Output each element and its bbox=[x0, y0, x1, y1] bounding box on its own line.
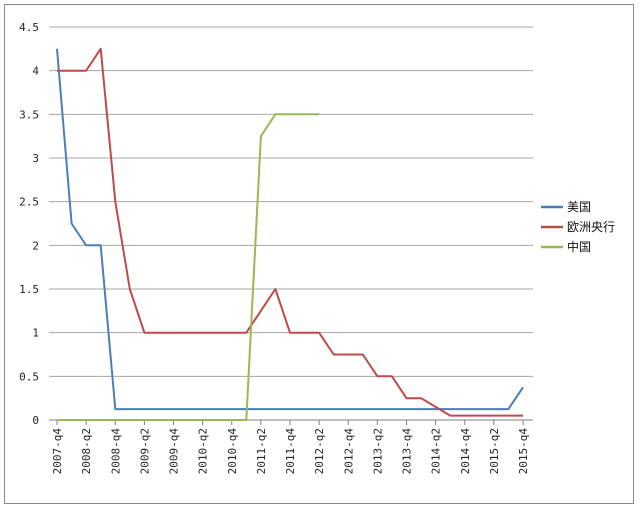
series-lines bbox=[56, 47, 524, 421]
x-tick-label: 2009-q4 bbox=[168, 428, 181, 475]
y-tick-label: 3 bbox=[32, 152, 39, 165]
x-tick-label: 2013-q2 bbox=[371, 428, 384, 474]
x-tick-label: 2013-q4 bbox=[401, 428, 414, 475]
x-tick-label: 2008-q2 bbox=[80, 428, 93, 474]
gridlines bbox=[49, 26, 533, 421]
y-tick-label: 2 bbox=[32, 239, 39, 252]
chart-frame: 0 0.5 1 1.5 2 2.5 3 3.5 4 4.5 2007-q4 2008-q2 2008-… bbox=[4, 4, 634, 504]
x-tick-label: 2012-q4 bbox=[342, 428, 355, 475]
legend-label: 欧洲央行 bbox=[567, 220, 615, 234]
x-tick-label: 2007-q4 bbox=[51, 428, 64, 475]
x-tick-label: 2011-q2 bbox=[255, 428, 268, 474]
y-tick-label: 0.5 bbox=[19, 370, 39, 383]
legend-label: 中国 bbox=[567, 239, 591, 254]
x-tick-label: 2008-q4 bbox=[109, 428, 122, 475]
y-tick-label: 1.5 bbox=[19, 283, 39, 296]
x-tick-label: 2014-q4 bbox=[459, 428, 472, 475]
series-line-1 bbox=[57, 47, 523, 417]
y-tick-label: 3.5 bbox=[19, 108, 39, 121]
x-tick-label: 2012-q2 bbox=[313, 428, 326, 474]
x-tick-label: 2010-q4 bbox=[226, 428, 239, 475]
x-tick-label: 2015-q2 bbox=[488, 428, 501, 474]
line-chart: 0 0.5 1 1.5 2 2.5 3 3.5 4 4.5 2007-q4 2008-q2 2008-… bbox=[19, 21, 615, 475]
series-line-2 bbox=[57, 113, 320, 421]
series-line-0 bbox=[56, 48, 524, 411]
y-tick-label: 4 bbox=[32, 65, 39, 78]
y-tick-label: 0 bbox=[32, 414, 39, 427]
y-tick-label: 2.5 bbox=[19, 196, 39, 209]
x-tick-label: 2015-q4 bbox=[517, 428, 530, 475]
x-tick-label: 2010-q2 bbox=[197, 428, 210, 474]
x-tick-label: 2009-q2 bbox=[138, 428, 151, 474]
y-tick-label: 1 bbox=[32, 327, 39, 340]
y-axis-ticks: 0 0.5 1 1.5 2 2.5 3 3.5 4 4.5 bbox=[19, 21, 39, 427]
x-tick-label: 2014-q2 bbox=[430, 428, 443, 474]
x-axis-ticks: 2007-q4 2008-q2 2008-q4 2009-q2 2009-q4 2010-… bbox=[51, 428, 530, 475]
x-tick-label: 2011-q4 bbox=[284, 428, 297, 475]
y-tick-label: 4.5 bbox=[19, 21, 39, 34]
legend-label: 美国 bbox=[567, 200, 591, 214]
